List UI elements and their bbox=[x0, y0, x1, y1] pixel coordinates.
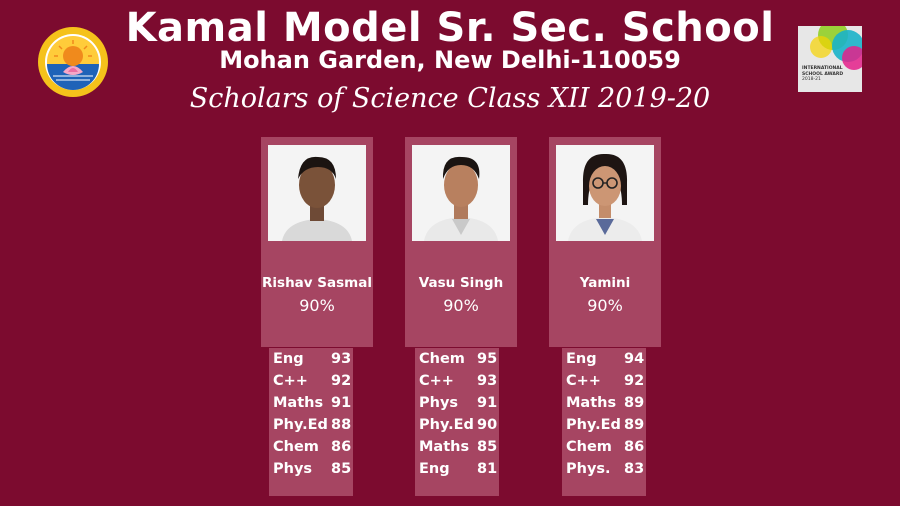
marks-row: Chem 86 bbox=[273, 436, 353, 458]
subject: Phy.Ed bbox=[566, 417, 621, 433]
subject: Phys bbox=[273, 461, 313, 477]
student-name: Vasu Singh bbox=[418, 275, 504, 291]
marks-table: Eng 93 C++ 92 Maths 91 Phy.Ed 88 Chem 86 Phys… bbox=[269, 348, 353, 496]
marks-row: Phys. 83 bbox=[566, 458, 646, 480]
award-title-line1: INTERNATIONAL bbox=[802, 66, 843, 71]
marks-table: Eng 94 C++ 92 Maths 89 Phy.Ed 89 Chem 86 Phys… bbox=[562, 348, 646, 496]
award-title-line2: SCHOOL AWARD bbox=[802, 71, 844, 77]
marks-row: Maths 91 bbox=[273, 392, 353, 414]
marks-row: Phy.Ed 89 bbox=[566, 414, 646, 436]
subject: Maths bbox=[419, 439, 470, 455]
score: 93 bbox=[477, 373, 498, 389]
subject: Phy.Ed bbox=[273, 417, 328, 433]
score: 89 bbox=[624, 417, 645, 433]
marks-row: Chem 86 bbox=[566, 436, 646, 458]
student-percentage: 90% bbox=[587, 296, 623, 315]
student-photo bbox=[556, 145, 654, 241]
subject: Eng bbox=[419, 461, 450, 477]
marks-row: Phy.Ed 90 bbox=[419, 414, 499, 436]
award-years: 2018-21 bbox=[802, 77, 821, 82]
student-name: Yamini bbox=[579, 275, 631, 291]
marks-row: Phy.Ed 88 bbox=[273, 414, 353, 436]
international-school-award-badge: INTERNATIONAL SCHOOL AWARD 2018-21 bbox=[798, 26, 862, 92]
marks-row: Maths 85 bbox=[419, 436, 499, 458]
school-name: Kamal Model Sr. Sec. School bbox=[125, 5, 775, 51]
score: 86 bbox=[624, 439, 645, 455]
subject: Eng bbox=[273, 351, 304, 367]
score: 92 bbox=[624, 373, 645, 389]
marks-row: Eng 93 bbox=[273, 348, 353, 370]
marks-row: Chem 95 bbox=[419, 348, 499, 370]
school-address: Mohan Garden, New Delhi-110059 bbox=[219, 46, 681, 74]
score: 85 bbox=[331, 461, 352, 477]
score: 88 bbox=[331, 417, 352, 433]
subject: Maths bbox=[566, 395, 617, 411]
student-photo bbox=[268, 145, 366, 241]
score: 86 bbox=[331, 439, 352, 455]
subject: C++ bbox=[566, 373, 601, 389]
marks-row: Phys 91 bbox=[419, 392, 499, 414]
marks-row: Maths 89 bbox=[566, 392, 646, 414]
score: 93 bbox=[331, 351, 352, 367]
score: 83 bbox=[624, 461, 645, 477]
school-logo bbox=[37, 26, 109, 98]
score: 92 bbox=[331, 373, 352, 389]
subject: Eng bbox=[566, 351, 597, 367]
subject: Phy.Ed bbox=[419, 417, 474, 433]
subject: C++ bbox=[273, 373, 308, 389]
student-percentage: 90% bbox=[299, 296, 335, 315]
marks-row: C++ 93 bbox=[419, 370, 499, 392]
score: 85 bbox=[477, 439, 498, 455]
score: 95 bbox=[477, 351, 498, 367]
marks-row: Eng 94 bbox=[566, 348, 646, 370]
marks-row: Phys 85 bbox=[273, 458, 353, 480]
page-subtitle: Scholars of Science Class XII 2019-20 bbox=[189, 83, 711, 114]
score: 91 bbox=[477, 395, 498, 411]
subject: Chem bbox=[419, 351, 465, 367]
student-card: Yamini 90% bbox=[549, 137, 661, 347]
student-card: Rishav Sasmal 90% bbox=[261, 137, 373, 347]
score: 91 bbox=[331, 395, 352, 411]
student-name: Rishav Sasmal bbox=[262, 275, 372, 291]
subject: Phys. bbox=[566, 461, 611, 477]
marks-row: Eng 81 bbox=[419, 458, 499, 480]
score: 89 bbox=[624, 395, 645, 411]
marks-row: C++ 92 bbox=[273, 370, 353, 392]
marks-row: C++ 92 bbox=[566, 370, 646, 392]
subject: Chem bbox=[273, 439, 319, 455]
subject: Phys bbox=[419, 395, 459, 411]
subject: C++ bbox=[419, 373, 454, 389]
student-percentage: 90% bbox=[443, 296, 479, 315]
score: 90 bbox=[477, 417, 498, 433]
student-photo bbox=[412, 145, 510, 241]
student-card: Vasu Singh 90% bbox=[405, 137, 517, 347]
score: 81 bbox=[477, 461, 498, 477]
marks-table: Chem 95 C++ 93 Phys 91 Phy.Ed 90 Maths 85 Eng… bbox=[415, 348, 499, 496]
subject: Maths bbox=[273, 395, 324, 411]
subject: Chem bbox=[566, 439, 612, 455]
score: 94 bbox=[624, 351, 645, 367]
